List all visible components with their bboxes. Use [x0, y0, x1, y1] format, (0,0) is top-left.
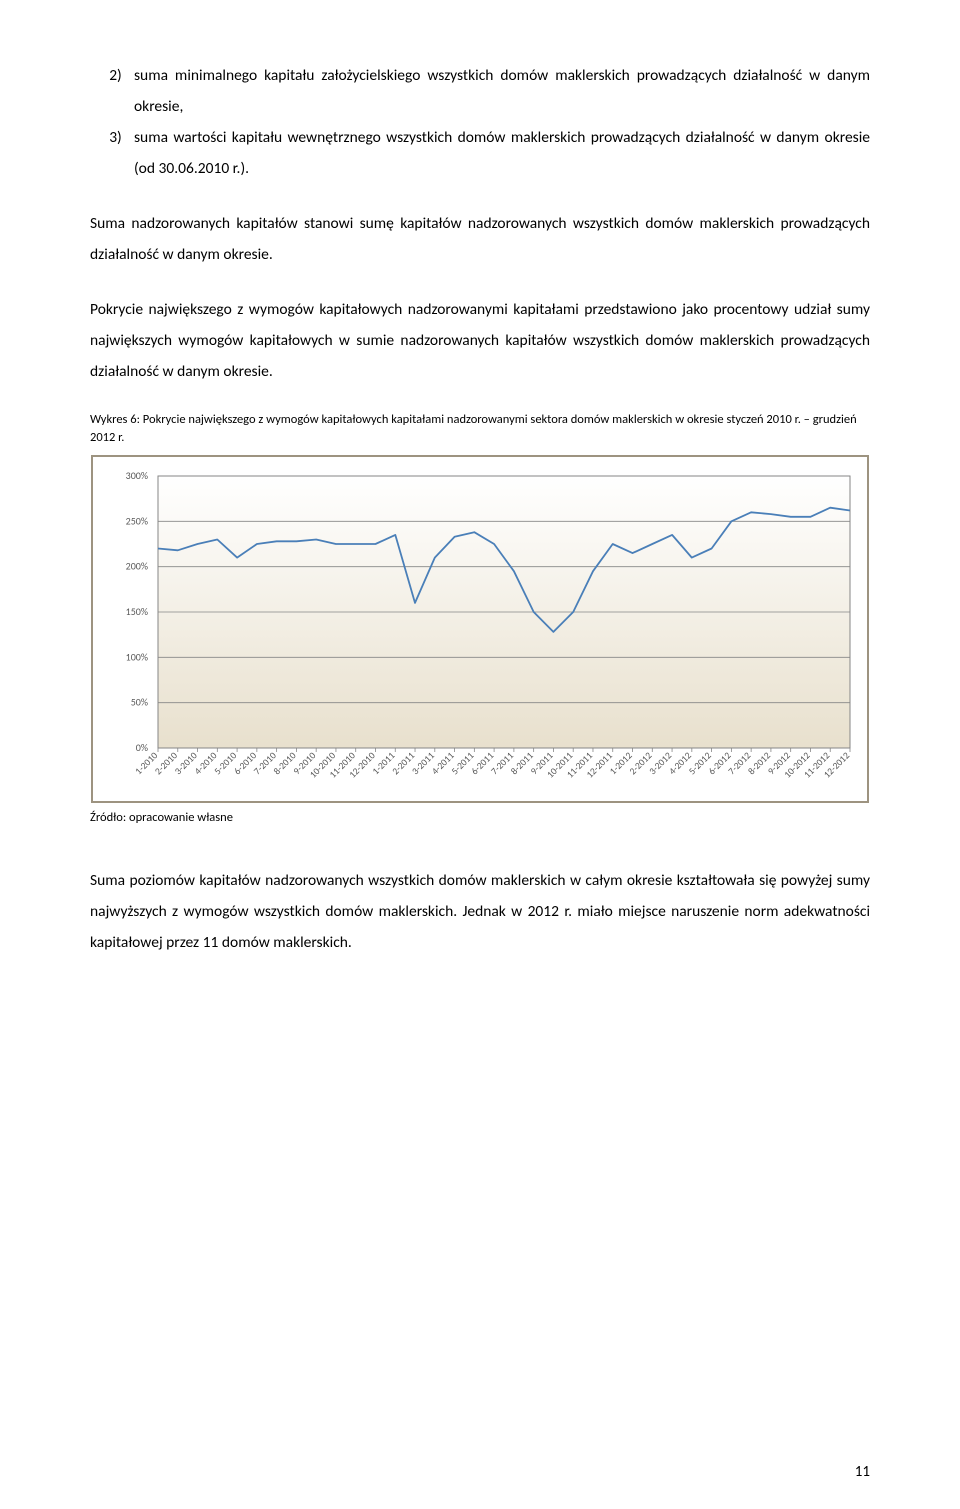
svg-text:200%: 200%	[126, 560, 148, 573]
svg-text:150%: 150%	[126, 605, 148, 618]
svg-text:50%: 50%	[131, 696, 148, 709]
chart-svg: 0%50%100%150%200%250%300%1-20102-20103-2…	[90, 454, 870, 804]
paragraph-1: Suma nadzorowanych kapitałów stanowi sum…	[90, 208, 870, 270]
list-item-text: suma wartości kapitału wewnętrznego wszy…	[134, 128, 870, 178]
list-item-3: suma wartości kapitału wewnętrznego wszy…	[109, 122, 870, 184]
chart-line-coverage: 0%50%100%150%200%250%300%1-20102-20103-2…	[90, 454, 870, 804]
svg-text:250%: 250%	[126, 514, 148, 527]
numbered-list: suma minimalnego kapitału założycielskie…	[90, 60, 870, 184]
paragraph-2: Pokrycie największego z wymogów kapitało…	[90, 294, 870, 387]
svg-text:300%: 300%	[126, 469, 148, 482]
paragraph-3: Suma poziomów kapitałów nadzorowanych ws…	[90, 865, 870, 958]
page-number: 11	[855, 1463, 870, 1481]
list-item-text: suma minimalnego kapitału założycielskie…	[134, 66, 870, 116]
list-item-2: suma minimalnego kapitału założycielskie…	[109, 60, 870, 122]
chart-caption: Wykres 6: Pokrycie największego z wymogó…	[90, 411, 870, 446]
svg-text:100%: 100%	[126, 650, 148, 663]
chart-source: Źródło: opracowanie własne	[90, 810, 870, 825]
svg-text:0%: 0%	[136, 741, 148, 754]
